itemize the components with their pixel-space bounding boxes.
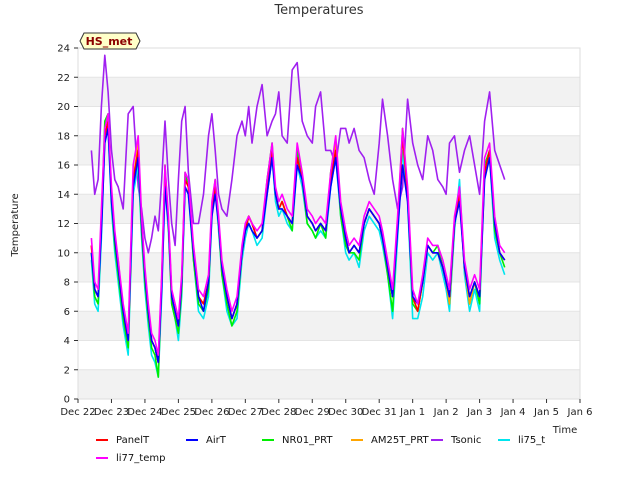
legend-label: NR01_PRT [282,435,333,446]
y-tick-label: 18 [57,131,70,142]
y-tick-label: 8 [64,278,70,289]
series-line-li75-t [90,127,506,378]
legend-item-airt: AirT [186,435,227,446]
grid-band [78,77,580,107]
y-tick-label: 22 [57,73,70,84]
y-tick-label: 12 [57,219,70,230]
x-tick-label: Jan 3 [466,407,492,418]
y-tick-label: 20 [57,102,70,113]
y-tick-label: 10 [57,248,70,259]
station-badge: HS_met [79,32,141,50]
y-tick-label: 14 [57,190,70,201]
series-line-li77-temp [90,113,506,356]
plot-background-bands [78,47,580,400]
legend: PanelT AirT NR01_PRT AM25T_PRT Tsonic li75_tl… [96,435,545,464]
y-tick-label: 24 [57,44,70,55]
y-tick-label: 16 [57,161,70,172]
y-axis-label: Temperature [10,193,21,257]
x-tick-label: Dec 26 [194,407,229,418]
series-lines [90,54,506,378]
series-line-airt [90,127,506,364]
legend-item-nr01-prt: NR01_PRT [262,435,333,446]
x-tick-label: Jan 5 [533,407,559,418]
x-tick-label: Dec 29 [295,407,330,418]
x-tick-label: Jan 2 [433,407,459,418]
legend-item-li75-t: li75_t [498,435,545,446]
x-tick-label: Dec 30 [328,407,363,418]
x-tick-label: Dec 31 [362,407,397,418]
x-tick-label: Dec 25 [161,407,196,418]
chart-title: Temperatures [273,3,363,18]
legend-item-li77-temp: li77_temp [96,453,165,464]
legend-item-tsonic: Tsonic [431,435,481,446]
legend-item-panelt: PanelT [96,435,150,446]
legend-label: Tsonic [450,435,481,446]
x-tick-label: Dec 28 [261,407,296,418]
x-tick-label: Jan 6 [567,407,593,418]
x-tick-label: Jan 4 [500,407,526,418]
legend-label: AirT [206,435,227,446]
legend-label: AM25T_PRT [371,435,430,446]
x-tick-label: Dec 24 [127,407,162,418]
legend-label: PanelT [116,435,150,446]
y-tick-label: 6 [64,307,70,318]
legend-label: li75_t [518,435,545,446]
y-tick-label: 4 [64,336,70,347]
grid-band [78,369,580,399]
x-tick-label: Dec 22 [60,407,95,418]
series-line-tsonic [90,54,506,254]
y-tick-label: 0 [64,395,70,406]
legend-label: li77_temp [116,453,165,464]
x-axis-label: Time [552,425,577,436]
x-tick-label: Dec 23 [94,407,129,418]
station-badge-label: HS_met [86,35,133,48]
legend-item-am25t-prt: AM25T_PRT [351,435,430,446]
x-tick-label: Dec 27 [228,407,263,418]
y-tick-label: 2 [64,365,70,376]
x-tick-label: Jan 1 [399,407,425,418]
